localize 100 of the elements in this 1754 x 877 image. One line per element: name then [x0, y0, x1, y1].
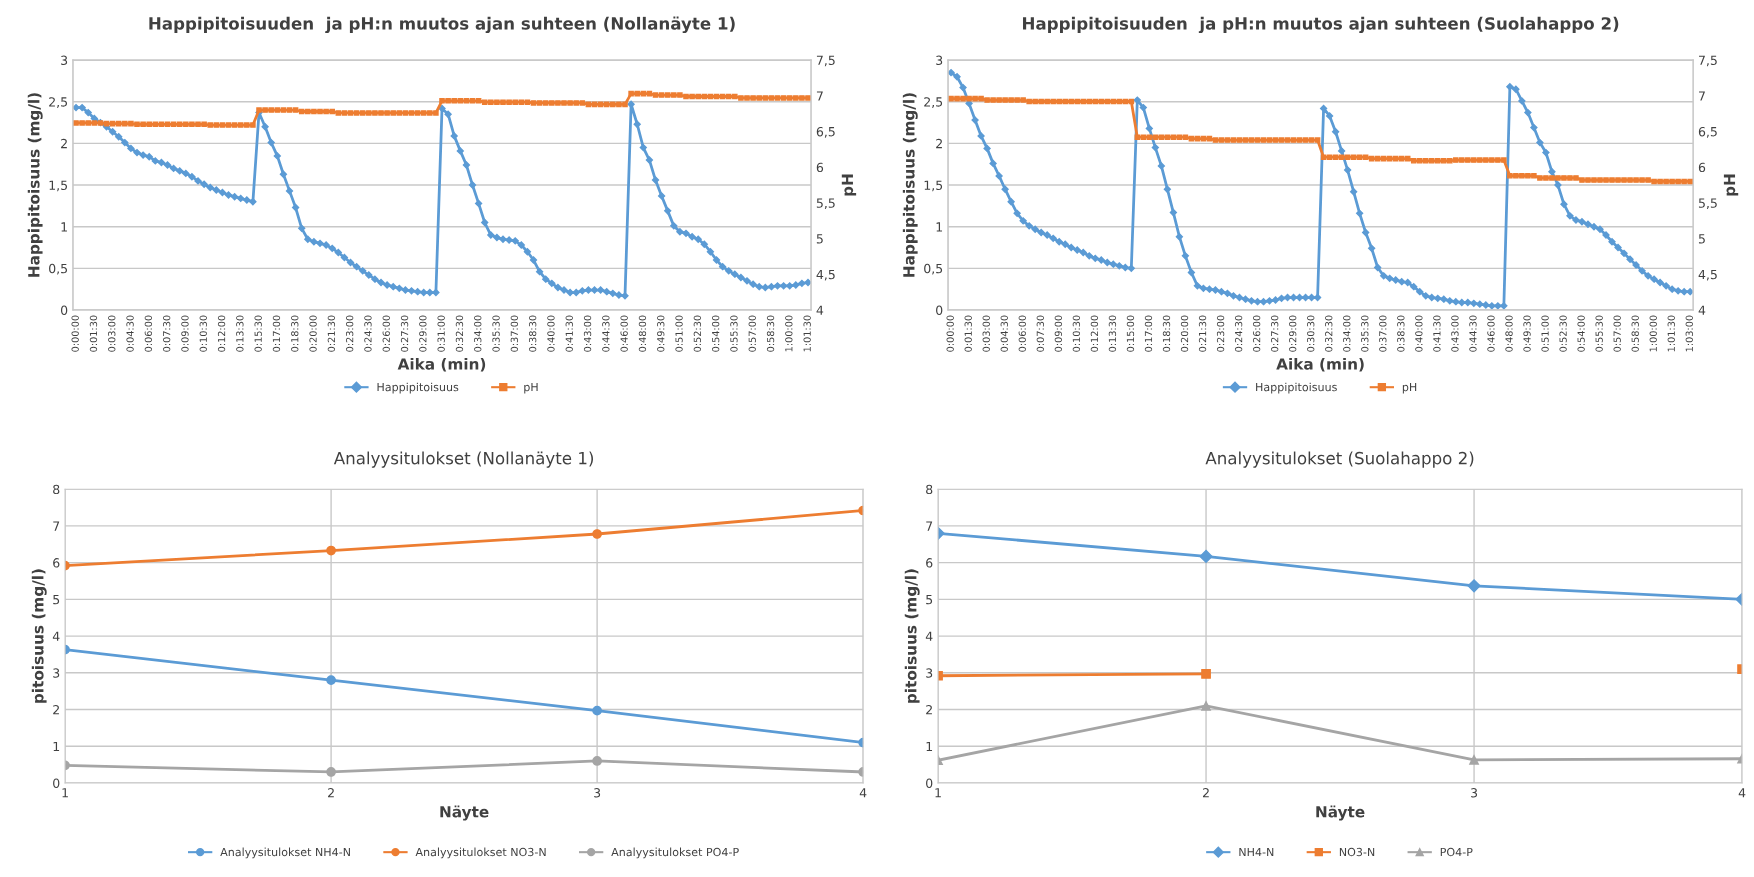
x-tick-label: 0:51:00	[675, 315, 683, 352]
x-tick-label: 0:46:00	[1487, 315, 1495, 352]
x-tick-label: 0:46:00	[620, 315, 628, 352]
x-tick-label: 2	[328, 788, 334, 798]
y-tick-label: 2,5	[49, 97, 68, 108]
x-tick-label: 0:12:00	[217, 315, 226, 352]
y2-tick-label: 7,5	[1699, 55, 1717, 67]
x-tick-label: 0:32:30	[1325, 315, 1333, 352]
y-tick-label: 3	[926, 668, 933, 678]
y-tick-label: 7	[53, 521, 60, 531]
x-tick-label: 0:30:30	[1307, 315, 1315, 352]
y-tick-label: 2	[926, 705, 932, 715]
x-tick-label: 0:07:30	[162, 315, 171, 352]
y-tick-label: 2,5	[924, 97, 943, 108]
y-tick-label: 2	[936, 138, 942, 149]
x-tick-label: 0:35:30	[492, 315, 500, 352]
legend-label: pH	[1402, 382, 1417, 394]
point	[592, 756, 602, 766]
x-tick-label: 0:34:00	[474, 315, 482, 352]
legend-label: Analyysitulokset NO3-N	[415, 847, 546, 859]
x-tick-label: 0:52:30	[693, 315, 702, 352]
x-tick-label: 0:49:30	[657, 315, 665, 352]
x-tick-label: 0:43:00	[1451, 315, 1459, 352]
y-tick-label: 5	[53, 595, 60, 605]
y2-tick-label: 7,5	[816, 55, 835, 67]
y2-tick-label: 4,5	[816, 269, 835, 281]
y-tick-label: 2	[61, 138, 67, 149]
x-tick-label: 1:00:00	[785, 315, 793, 352]
x-tick-label: 0:10:30	[1072, 315, 1081, 352]
y2-tick-label: 5,5	[1698, 198, 1717, 210]
y-tick-label: 4	[52, 631, 60, 641]
x-tick-label: 0:12:00	[1090, 315, 1099, 352]
x-tick-label: 0:01:30	[89, 315, 98, 352]
x-tick-label: 0:20:00	[1180, 315, 1189, 352]
y-tick-label: 3	[61, 55, 68, 65]
x-tick-label: 0:06:00	[144, 315, 153, 352]
y2-tick-label: 6	[816, 162, 824, 173]
x-tick-label: 0:38:30	[528, 315, 537, 352]
y2-tick-label: 4,5	[1698, 269, 1717, 281]
x-tick-label: 0:27:30	[1270, 315, 1279, 352]
y2-tick-label: 5,5	[816, 198, 835, 210]
x-tick-label: 4	[1738, 788, 1746, 798]
y-tick-label: 0	[926, 778, 933, 788]
x-tick-label: 0:35:30	[1361, 315, 1369, 352]
x-tick-label: 0:58:30	[766, 315, 775, 352]
x-tick-label: 0:23:00	[1216, 315, 1225, 352]
legend-label: Happipitoisuus	[377, 382, 459, 394]
x-tick-label: 0:57:00	[748, 315, 756, 352]
x-axis-title: Näyte	[440, 805, 489, 821]
y2-tick-label: 4	[816, 305, 824, 315]
legend-label: NH4-N	[1239, 847, 1274, 857]
x-tick-label: 0:04:30	[1000, 315, 1008, 352]
y-tick-label: 1,5	[924, 180, 943, 192]
point	[326, 675, 336, 686]
x-tick-label: 0:34:00	[1343, 315, 1351, 352]
x-tick-label: 0:26:00	[382, 315, 390, 352]
y-tick-label: 8	[53, 484, 60, 495]
x-tick-label: 0:43:00	[583, 315, 592, 352]
x-tick-label: 0:13:30	[1108, 315, 1117, 352]
x-tick-label: 0:10:30	[199, 315, 207, 352]
y2-tick-label: 6	[1698, 162, 1706, 173]
x-tick-label: 0:18:30	[1162, 315, 1171, 352]
y-axis-title: Happipitoisuus (mg/l)	[27, 93, 43, 277]
y-tick-label: 0	[53, 778, 60, 788]
x-tick-label: 0:51:00	[1541, 315, 1549, 352]
x-tick-label: 0:21:30	[1198, 315, 1207, 352]
y-tick-label: 6	[926, 558, 933, 568]
legend-label: Happipitoisuus	[1256, 382, 1337, 394]
point	[1201, 701, 1211, 711]
x-axis-title: Näyte	[1316, 805, 1365, 821]
x-tick-label: 1:01:30	[1667, 315, 1675, 352]
y-tick-label: 7	[926, 521, 933, 531]
x-tick-label: 0:48:00	[638, 315, 647, 352]
x-tick-label: 0:18:30	[291, 315, 299, 352]
x-tick-label: 3	[1471, 788, 1478, 798]
x-tick-label: 0:24:30	[364, 315, 372, 352]
y-tick-label: 1	[53, 741, 60, 752]
x-tick-label: 0:17:00	[1144, 315, 1153, 352]
x-tick-label: 1:01:30	[803, 315, 811, 352]
x-axis-title: Aika (min)	[1276, 357, 1364, 372]
y-tick-label: 0	[936, 305, 943, 315]
x-tick-label: 1:03:00	[1685, 315, 1693, 352]
x-tick-label: 0:15:00	[1126, 315, 1135, 352]
x-tick-label: 0:54:00	[711, 315, 720, 352]
x-tick-label: 0:21:30	[327, 315, 336, 352]
x-tick-label: 2	[1202, 788, 1209, 798]
x-tick-label: 0:13:30	[236, 315, 244, 352]
point	[326, 767, 336, 777]
point	[592, 529, 602, 539]
chart-title: Happipitoisuuden ja pH:n muutos ajan suhteen (Nollanäyte 1)	[149, 16, 735, 34]
x-tick-label: 0:20:00	[309, 315, 317, 352]
y2-tick-label: 6,5	[1698, 126, 1717, 138]
x-tick-label: 0:44:30	[602, 315, 610, 352]
x-tick-label: 0:24:30	[1234, 315, 1243, 352]
y-tick-label: 3	[53, 668, 60, 678]
x-axis-title: Aika (min)	[397, 357, 486, 372]
x-tick-label: 0:40:00	[1415, 315, 1423, 352]
y2-tick-label: 6,5	[816, 126, 835, 138]
y-tick-label: 1	[61, 222, 67, 232]
y-axis-title: pitoisuus (mg/l)	[904, 569, 920, 703]
